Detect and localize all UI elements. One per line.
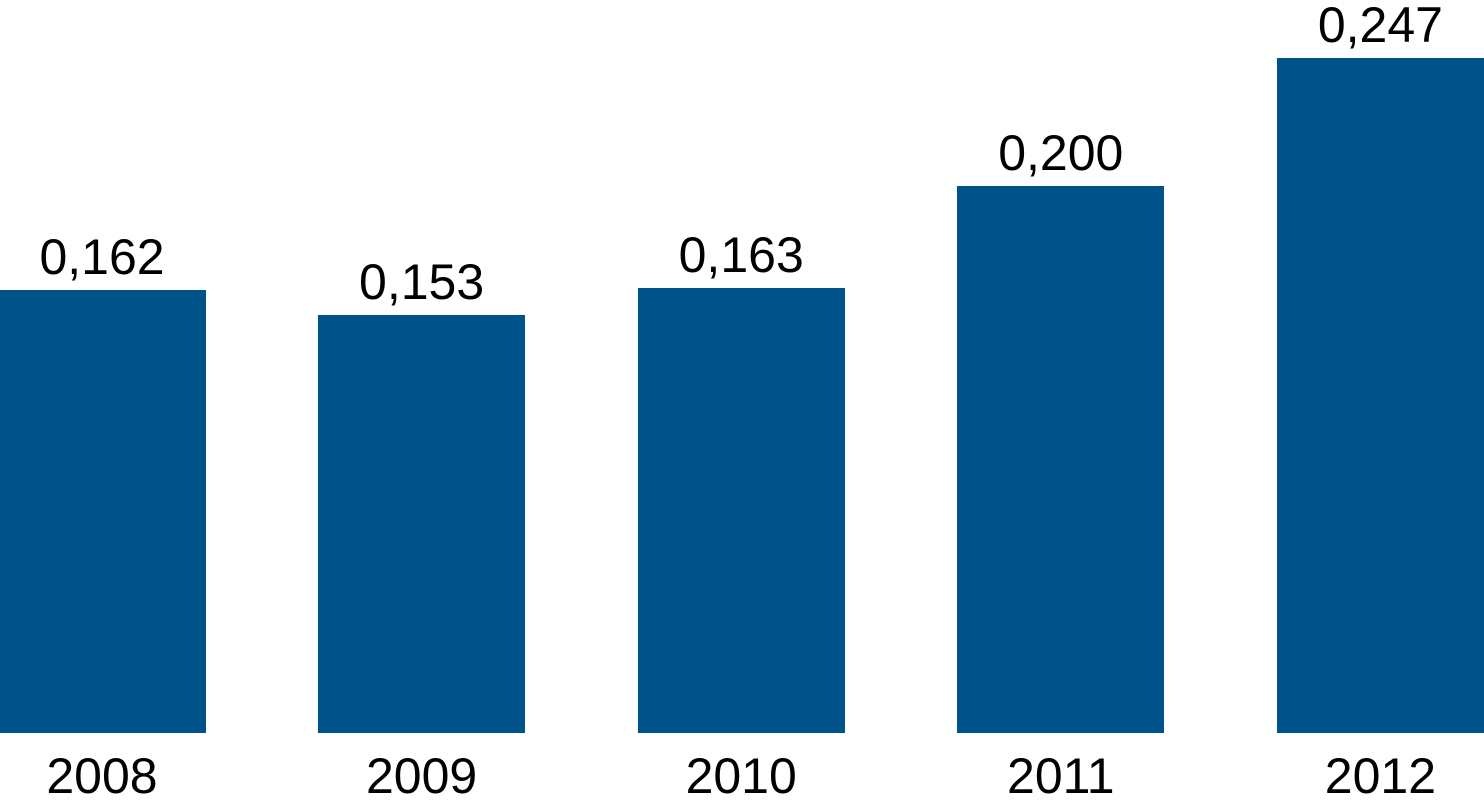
bar-2011 <box>957 186 1165 733</box>
bar-2010 <box>637 288 845 733</box>
x-axis-tick-label: 2009 <box>365 748 478 804</box>
x-axis-tick-label: 2010 <box>685 748 797 804</box>
x-axis-tick-label: 2008 <box>46 748 158 804</box>
bar-value-label: 0,200 <box>998 125 1124 181</box>
bar-2009 <box>318 315 526 733</box>
x-axis-tick-label: 2011 <box>1007 748 1115 804</box>
bar-value-label: 0,162 <box>39 229 165 285</box>
bar-2012 <box>1276 58 1484 733</box>
x-axis-tick-label: 2012 <box>1324 748 1436 804</box>
bar-value-label: 0,247 <box>1317 0 1443 53</box>
bar-value-label: 0,163 <box>678 227 804 283</box>
bar-2008 <box>0 290 206 733</box>
bar-value-label: 0,153 <box>359 254 485 310</box>
